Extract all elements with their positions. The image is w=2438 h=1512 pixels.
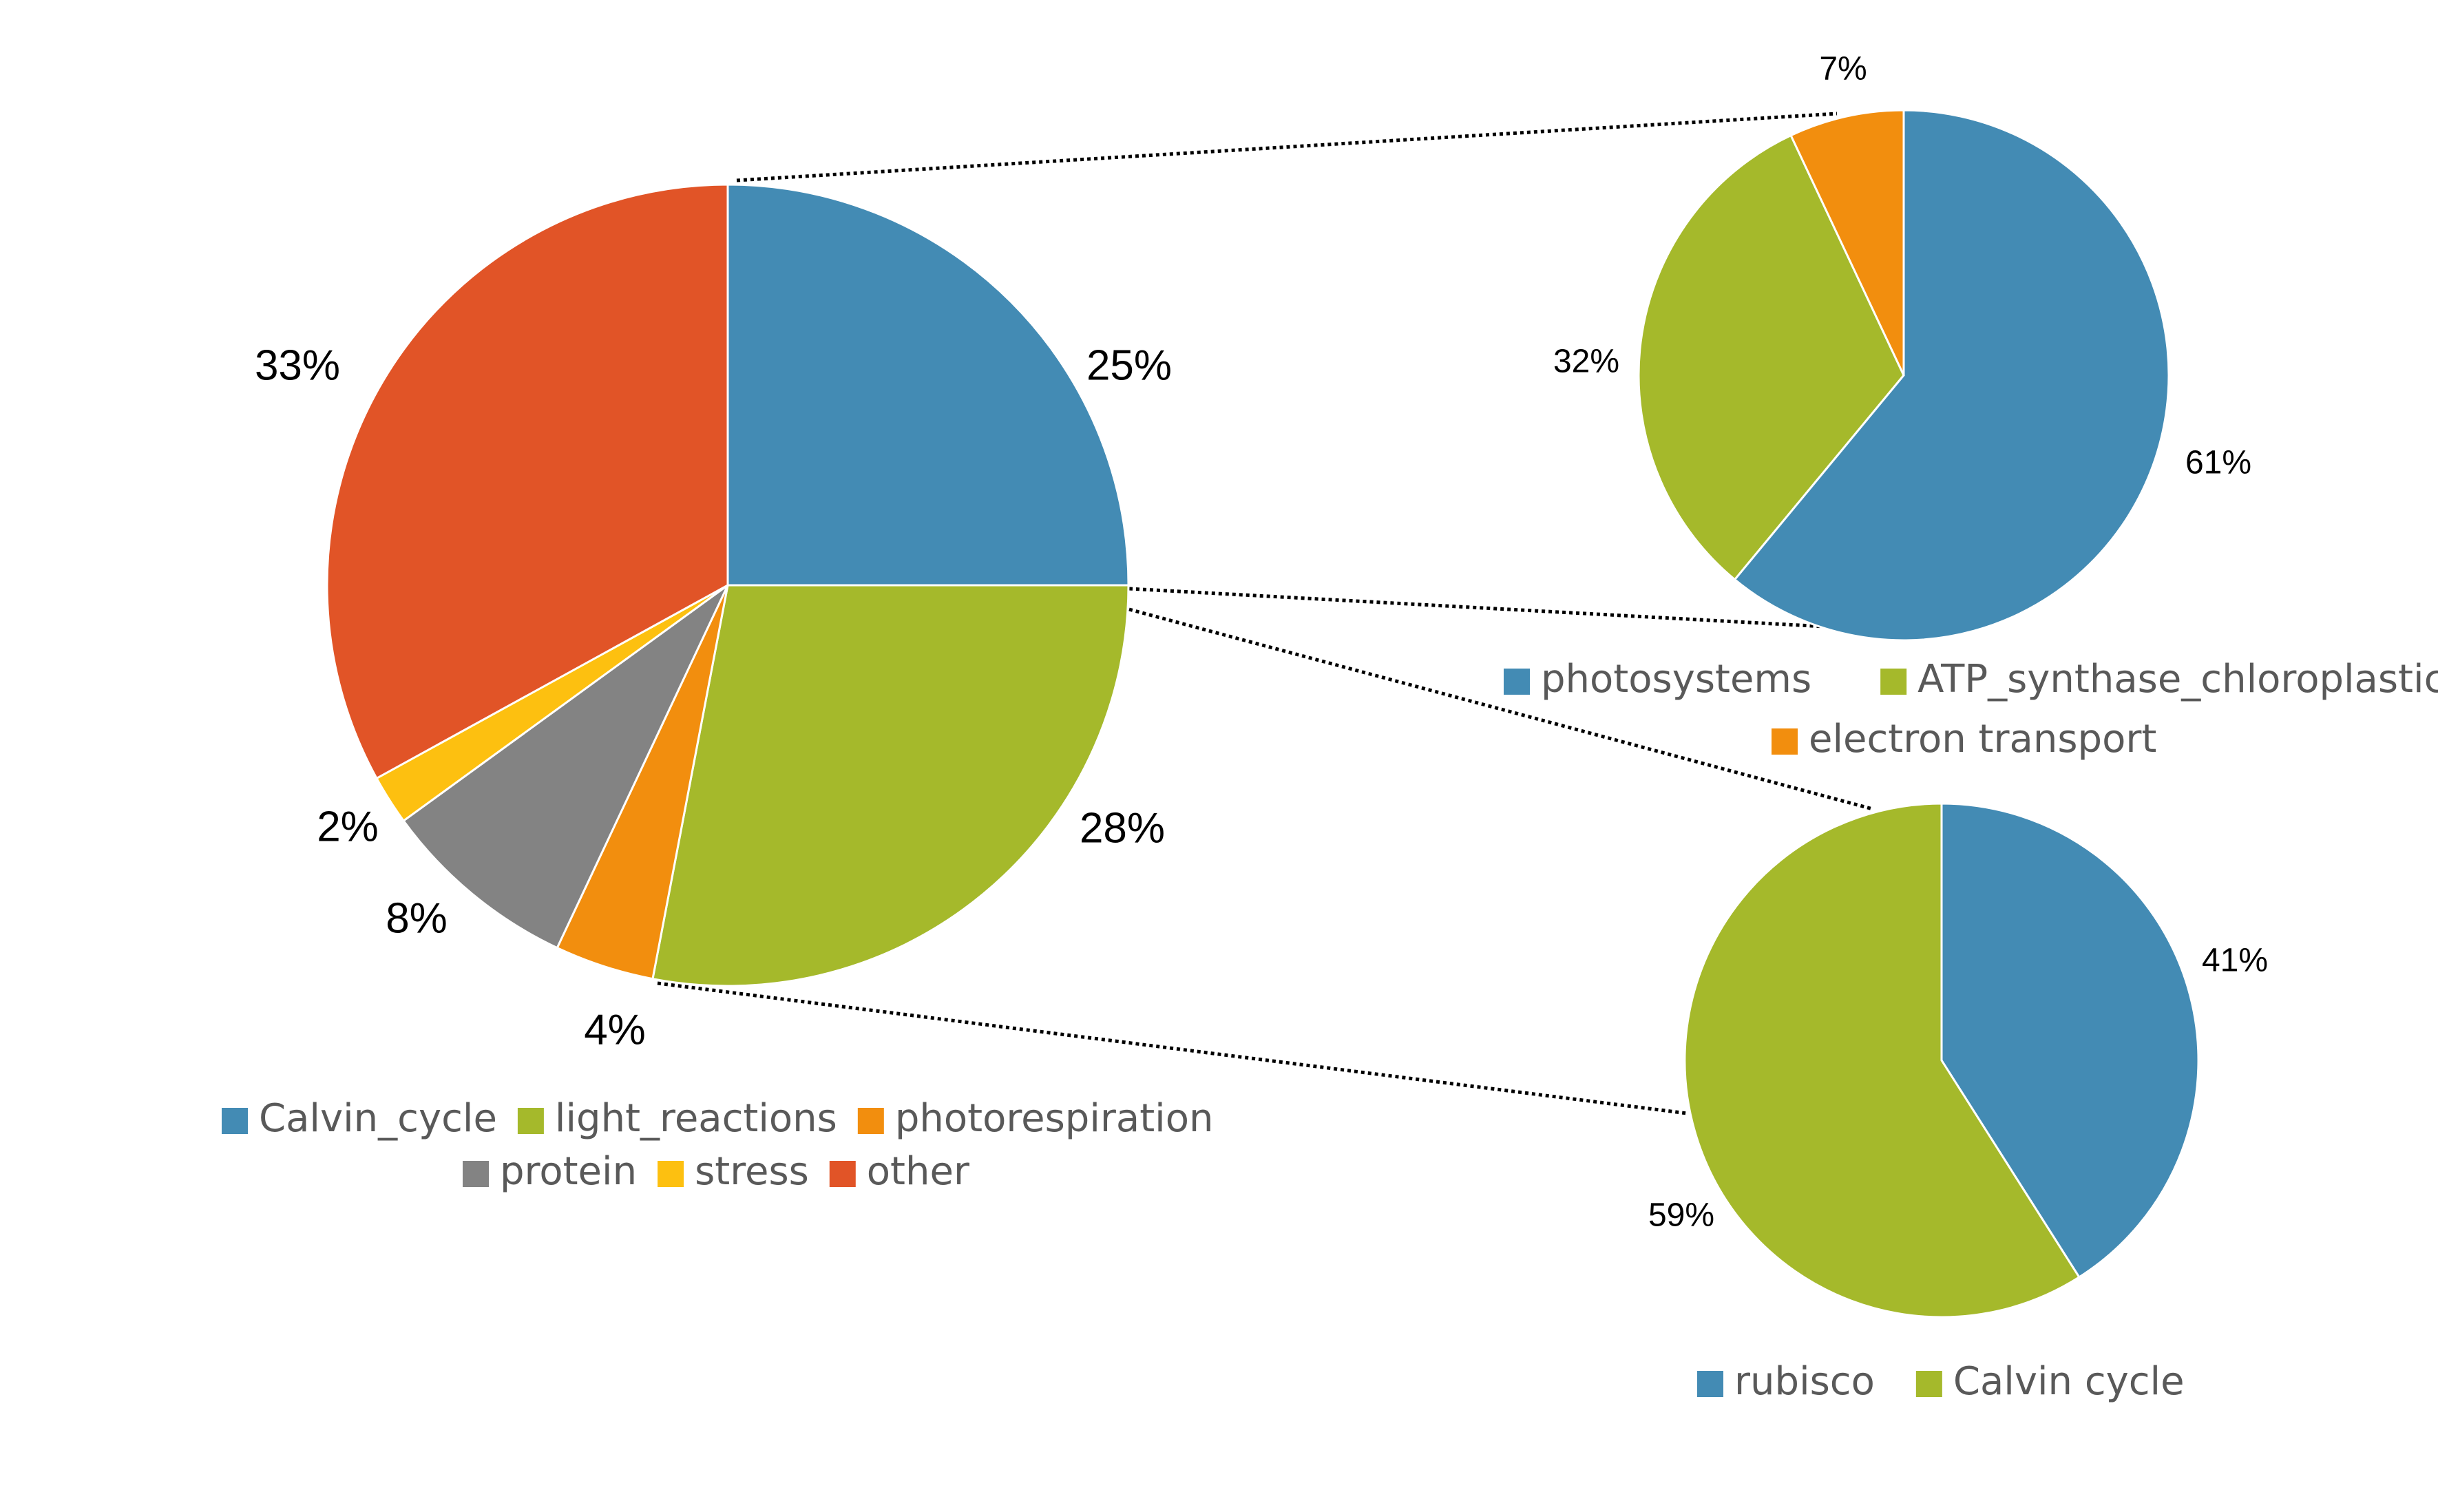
data-label-light-reactions: 28%: [1080, 804, 1165, 852]
pie-slice-protein: [402, 584, 729, 949]
legend-label-calvin-cycle: Calvin cycle: [1953, 1359, 2185, 1404]
data-label-atp-synthase-chloroplastic: 32%: [1553, 344, 1619, 380]
pie-slice-other: [326, 183, 729, 780]
data-label-calvin-cycle: 59%: [1648, 1197, 1714, 1234]
data-label-protein: 8%: [386, 894, 448, 942]
legend-swatch-rubisco: [1697, 1371, 1723, 1397]
legend-swatch-photosystems: [1504, 669, 1530, 695]
pie-slice-photosystems: [1733, 109, 2170, 642]
connector-lines: [657, 112, 1873, 1115]
data-label-photosystems: 61%: [2185, 445, 2251, 481]
calvin-cycle-legend: rubisco Calvin cycle: [1697, 1359, 2185, 1404]
connector-light-top: [736, 112, 1838, 182]
data-label-rubisco: 41%: [2202, 943, 2268, 979]
main-pie: 25% 28% 4% 8%2% 33%: [255, 183, 1172, 1053]
legend-label-atp-synthase-chloroplastic: ATP_synthase_chloroplastic: [1917, 657, 2438, 702]
data-label-photorespiration: 4%: [584, 1006, 646, 1053]
pie-slice-atp-synthase-chloroplastic: [1637, 134, 1905, 581]
legend-swatch-light-reactions: [517, 1108, 544, 1134]
calvin-cycle-pie: 41% 59%: [1648, 802, 2268, 1319]
legend-swatch-stress: [658, 1161, 684, 1187]
legend-swatch-electron-transport: [1772, 728, 1798, 755]
legend-label-photosystems: photosystems: [1541, 657, 1811, 702]
legend-label-photorespiration: photorespiration: [895, 1096, 1214, 1141]
legend-label-light-reactions: light_reactions: [555, 1096, 837, 1141]
data-label-stress: 2%: [317, 803, 379, 850]
legend-swatch-protein: [463, 1161, 489, 1187]
legend-label-electron-transport: electron transport: [1809, 717, 2156, 762]
legend-swatch-atp-synthase-chloroplastic: [1880, 669, 1907, 695]
legend-label-protein: protein: [500, 1149, 637, 1194]
data-label-calvin-cycle: 25%: [1086, 342, 1172, 389]
legend-label-stress: stress: [695, 1149, 809, 1194]
light-reactions-legend: photosystems ATP_synthase_chloroplasticel…: [1504, 657, 2438, 762]
main-legend: Calvin_cycle light_reactions photorespirat…: [222, 1096, 1213, 1194]
legend-swatch-calvin-cycle: [222, 1108, 248, 1134]
pie-slice-light-reactions: [651, 584, 1130, 987]
data-label-other: 33%: [255, 342, 340, 389]
legend-label-rubisco: rubisco: [1734, 1359, 1875, 1404]
pie-slice-electron-transport: [1789, 109, 1905, 376]
legend-swatch-other: [829, 1161, 856, 1187]
pie-slice-calvin-cycle: [726, 183, 1130, 587]
legend-label-calvin-cycle: Calvin_cycle: [259, 1096, 497, 1141]
data-label-electron-transport: 7%: [1819, 51, 1867, 87]
light-reactions-pie: 61% 32% 7%: [1553, 51, 2251, 642]
pie-slice-rubisco: [1940, 802, 2200, 1279]
legend-swatch-photorespiration: [857, 1108, 884, 1134]
pie-slice-calvin-cycle: [1683, 802, 2081, 1319]
connector-light-bottom: [1128, 587, 1825, 629]
legend-swatch-calvin-cycle: [1915, 1371, 1942, 1397]
legend-label-other: other: [867, 1149, 970, 1194]
connector-calvin-top: [1128, 607, 1873, 811]
connector-calvin-bottom: [657, 981, 1688, 1115]
